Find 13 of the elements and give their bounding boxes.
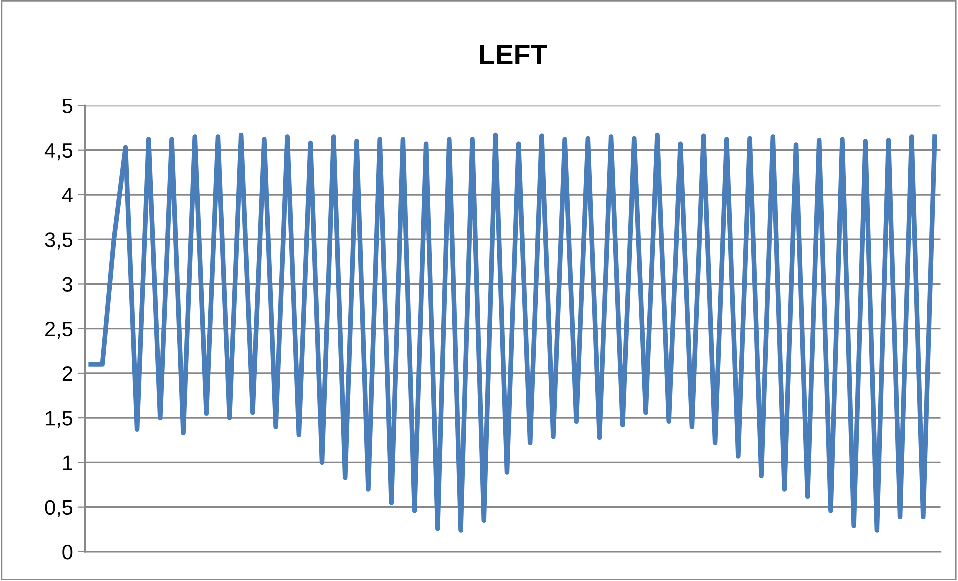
y-tick-label: 2,5 [46,322,73,340]
y-tick-label: 3 [62,277,73,292]
y-tick-label: 1 [63,456,72,470]
y-tick-label: 5 [62,98,73,114]
line-series [88,132,938,533]
chart-title: LEFT [480,44,548,64]
y-tick-label: 1,5 [46,411,73,428]
y-tick-label: 4 [62,188,73,203]
y-tick-label: 3,5 [45,232,73,250]
y-tick-label: 0 [62,544,73,560]
y-tick-label: 0,5 [45,500,73,518]
y-tick-label: 2 [62,366,72,382]
y-tick-label: 4,5 [44,144,73,161]
